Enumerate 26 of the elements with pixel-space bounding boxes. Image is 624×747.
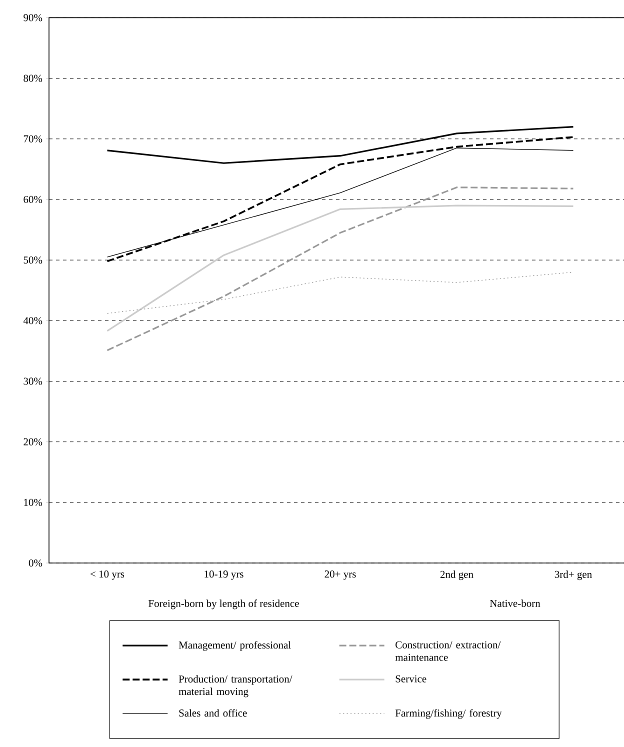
text: Foreign-born by length of residence [148, 600, 299, 610]
line-series [106, 186, 574, 352]
legend-label: Farming/fishing/ forestry [395, 709, 502, 719]
line-series [106, 126, 574, 164]
legend-label: Service [396, 675, 426, 682]
y-tick-label: 60% [24, 196, 42, 204]
x-tick-label: < 10 yrs [90, 570, 124, 580]
y-tick-label: 90% [24, 14, 42, 22]
y-tick-label: 20% [24, 438, 42, 446]
x-tick-label: 10-19 yrs [204, 570, 244, 580]
y-tick-label: 0% [28, 559, 42, 567]
y-tick-label: 40% [23, 317, 42, 324]
y-tick-label: 30% [24, 378, 42, 385]
legend-label: Sales and office [179, 709, 247, 717]
legend-label: Management/ professional [178, 641, 291, 651]
y-tick-label: 50% [24, 256, 42, 264]
line-series [106, 204, 574, 332]
y-tick-label: 80% [24, 74, 42, 82]
y-tick-label: 10% [24, 498, 42, 506]
x-tick-label: 2nd gen [440, 570, 474, 580]
x-tick-label: 3rd+ gen [554, 570, 592, 580]
legend-label: Production/ transportation/ material moving [178, 675, 292, 698]
x-tick-label: 20+ yrs [324, 570, 356, 580]
text: Native-born [490, 600, 540, 607]
legend-label: Construction/ extraction/ maintenance [395, 641, 501, 661]
y-tick-label: 70% [24, 135, 42, 142]
